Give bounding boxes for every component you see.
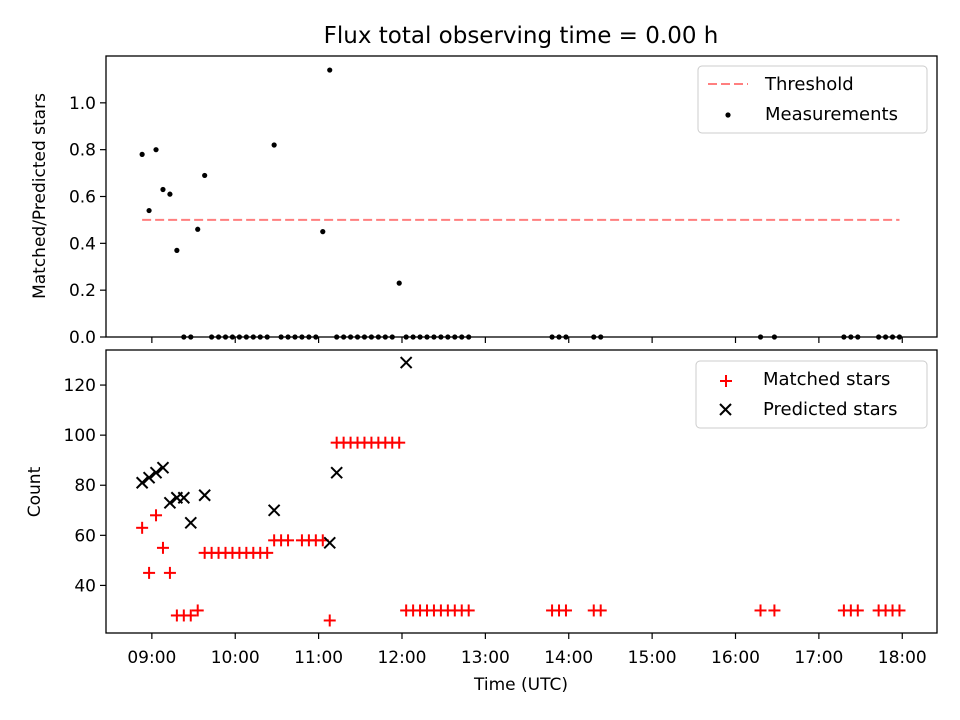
predicted-star-point: [330, 466, 343, 479]
measurement-point: [174, 247, 180, 253]
legend-threshold-label: Threshold: [764, 74, 854, 95]
matched-star-point: [136, 521, 149, 534]
matched-star-point: [261, 546, 274, 559]
matched-star-point: [143, 566, 156, 579]
matched-star-point: [893, 604, 906, 617]
matched-star-point: [150, 509, 163, 522]
bottom-plot-frame: [105, 349, 938, 634]
bottom-legend: Matched stars Predicted stars: [695, 360, 928, 429]
legend-measurements-swatch: [725, 112, 731, 118]
matched-star-point: [851, 604, 864, 617]
matched-star-point: [462, 604, 475, 617]
legend-matched-label: Matched stars: [763, 369, 890, 390]
bottom-x-tick-label: 14:00: [544, 648, 593, 668]
predicted-star-point: [177, 491, 191, 504]
matched-star-point: [768, 604, 781, 617]
legend-measurements-label: Measurements: [765, 104, 898, 125]
matched-star-point: [323, 614, 336, 627]
top-y-tick-label: 0.0: [69, 328, 96, 348]
predicted-star-point: [135, 476, 149, 489]
measurement-point: [271, 142, 277, 148]
bottom-y-tick-label: 60: [74, 526, 96, 546]
bottom-panel: 40 60 80 100 120 09:00 10:00 11:00 12:00 13:00 14…: [25, 349, 938, 695]
top-legend: Threshold Measurements: [697, 65, 928, 134]
matched-star-point: [282, 534, 295, 547]
predicted-star-point: [149, 466, 163, 479]
bottom-x-tick-label: 18:00: [878, 648, 927, 668]
predicted-star-point: [323, 536, 336, 550]
matched-star-point: [393, 436, 406, 449]
bottom-x-tick-label: 17:00: [794, 648, 843, 668]
bottom-x-tick-label: 15:00: [628, 648, 677, 668]
bottom-x-tick-label: 10:00: [211, 648, 260, 668]
top-panel: Flux total observing time = 0.00 h 0.00.…: [30, 23, 938, 348]
predicted-star-point: [267, 504, 281, 517]
top-y-tick-label: 0.4: [69, 234, 96, 254]
measurement-point: [320, 229, 326, 235]
predicted-star-point: [399, 356, 413, 369]
top-y-tick-label: 0.2: [69, 281, 96, 301]
predicted-star-point: [198, 489, 211, 502]
measurement-point: [146, 207, 152, 214]
matched-star-point: [184, 609, 197, 622]
predicted-star-point: [156, 461, 170, 474]
bottom-x-axis-label: Time (UTC): [473, 675, 568, 695]
bottom-x-tick-label: 13:00: [461, 648, 510, 668]
matched-star-point: [191, 604, 204, 617]
bottom-x-tick-label: 16:00: [711, 648, 760, 668]
measurement-point: [202, 172, 208, 179]
bottom-y-tick-label: 100: [64, 426, 96, 446]
legend-matched-swatch: [720, 375, 732, 387]
measurement-point: [195, 226, 201, 232]
predicted-star-point: [184, 516, 197, 530]
matched-star-point: [163, 566, 176, 579]
bottom-y-tick-label: 120: [64, 376, 96, 396]
matched-star-point: [559, 604, 572, 617]
predicted-star-point: [142, 471, 156, 484]
measurement-point: [153, 147, 159, 153]
top-y-tick-label: 1.0: [69, 94, 96, 114]
measurement-point: [139, 151, 145, 157]
bottom-x-axis: 09:00 10:00 11:00 12:00 13:00 14:00 15:00 16:00…: [127, 633, 927, 668]
matched-stars-series: [136, 436, 906, 627]
top-y-tick-label: 0.6: [69, 188, 96, 208]
matched-star-point: [754, 604, 767, 617]
top-y-axis: 0.0 0.2 0.4 0.6 0.8 1.0: [69, 94, 106, 348]
top-plot-frame: [105, 55, 938, 338]
measurement-point: [167, 191, 173, 197]
matched-star-point: [594, 604, 607, 617]
legend-predicted-swatch: [719, 403, 732, 416]
bottom-y-axis: 40 60 80 100 120: [64, 376, 106, 596]
predicted-star-point: [163, 496, 177, 509]
bottom-x-tick-label: 12:00: [377, 648, 426, 668]
bottom-y-axis-label: Count: [25, 466, 45, 517]
bottom-y-tick-label: 80: [74, 476, 96, 496]
bottom-y-tick-label: 40: [74, 576, 96, 596]
top-y-tick-label: 0.8: [69, 141, 96, 161]
predicted-stars-series: [135, 356, 413, 550]
top-y-axis-label: Matched/Predicted stars: [30, 93, 50, 299]
bottom-x-tick-label: 11:00: [294, 648, 343, 668]
legend-predicted-label: Predicted stars: [763, 399, 897, 420]
chart-title: Flux total observing time = 0.00 h: [324, 23, 719, 49]
bottom-x-tick-label: 09:00: [127, 648, 176, 668]
measurement-point: [396, 280, 402, 286]
matched-star-point: [156, 541, 169, 554]
measurement-point: [160, 186, 166, 193]
top-x-axis: [151, 337, 903, 343]
measurement-point: [327, 67, 333, 73]
